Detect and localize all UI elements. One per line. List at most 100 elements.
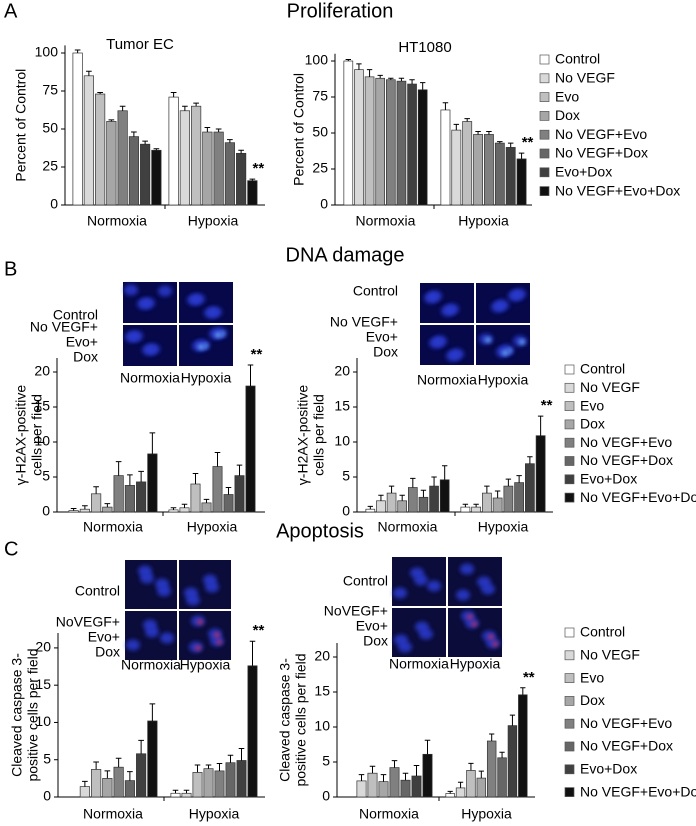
micrograph — [448, 557, 502, 606]
legend-swatch — [539, 92, 550, 102]
error-bar — [388, 485, 395, 494]
error-bar — [424, 739, 431, 755]
legend-label: Control — [555, 51, 600, 67]
y-tick-label: 5 — [322, 753, 330, 769]
bar — [147, 453, 158, 513]
legend-swatch — [539, 186, 550, 196]
stain — [488, 634, 494, 640]
legend-swatch — [564, 474, 575, 485]
y-axis-label: cells per field — [29, 394, 45, 476]
y-tick-label: 20 — [35, 639, 51, 655]
bar — [455, 787, 466, 798]
bar — [168, 96, 179, 206]
nucleus — [415, 621, 429, 633]
error-bar — [192, 473, 199, 484]
error-bar — [462, 503, 469, 508]
error-bar — [249, 640, 256, 666]
y-tick-label: 20 — [334, 363, 350, 379]
nucleus — [477, 576, 491, 588]
bar — [407, 83, 417, 206]
col-label: Hypoxia — [180, 657, 231, 673]
error-bar — [509, 714, 516, 726]
legend-swatch — [539, 73, 550, 84]
stain — [492, 641, 498, 647]
bar — [482, 492, 492, 513]
error-bar — [172, 789, 179, 794]
x-tick-label: Hypoxia — [458, 213, 509, 229]
stain — [519, 339, 525, 345]
bar — [507, 725, 518, 798]
bar — [492, 497, 503, 513]
error-bar — [464, 118, 470, 122]
bar — [124, 485, 135, 513]
panel-title: DNA damage — [286, 244, 405, 266]
bar — [214, 770, 225, 798]
error-bar — [82, 505, 88, 510]
error-bar — [215, 128, 222, 133]
legend-label: No VEGF+Evo+Dox — [580, 489, 696, 505]
legend-swatch — [539, 111, 550, 121]
error-bar — [399, 494, 405, 501]
legend-label: No VEGF+Evo+Dox — [580, 783, 696, 799]
bar — [179, 110, 190, 206]
bar — [236, 152, 247, 206]
stain — [195, 645, 201, 651]
bar — [181, 792, 192, 798]
error-bar — [409, 79, 415, 85]
bar — [367, 772, 378, 798]
bar — [386, 492, 397, 513]
bar — [408, 487, 418, 513]
bar — [91, 769, 102, 798]
bar — [354, 69, 364, 206]
bar — [102, 506, 113, 513]
col-label: Normoxia — [389, 656, 449, 672]
error-bar — [457, 781, 464, 788]
legend-swatch — [564, 718, 575, 729]
stain — [197, 619, 203, 625]
error-bar — [170, 507, 177, 510]
y-tick-label: 5 — [342, 468, 350, 484]
legend-swatch — [564, 787, 575, 797]
stain — [214, 632, 220, 638]
error-bar — [194, 764, 201, 773]
y-tick-label: 25 — [312, 160, 328, 176]
error-bar — [486, 131, 492, 135]
col-label: Normoxia — [417, 372, 477, 388]
legend-label: No VEGF+Evo — [580, 434, 672, 450]
bar — [462, 121, 473, 206]
bar — [494, 142, 505, 206]
bar — [79, 786, 90, 798]
nucleus — [125, 331, 139, 343]
x-tick-label: Normoxia — [83, 519, 143, 535]
bar — [525, 463, 535, 513]
row-label: Control — [53, 307, 98, 323]
error-bar — [358, 774, 365, 781]
error-bar — [181, 503, 188, 508]
y-tick-label: 75 — [42, 82, 58, 98]
error-bar — [366, 69, 373, 77]
row-label: No VEGF+ — [330, 314, 398, 330]
error-bar — [453, 123, 460, 131]
stain — [502, 350, 508, 356]
legend-label: Evo+Dox — [555, 164, 612, 180]
y-tick-label: 25 — [42, 158, 58, 174]
bar — [136, 753, 147, 798]
bar — [356, 780, 367, 798]
error-bar — [93, 486, 99, 494]
bar — [476, 777, 487, 798]
error-bar — [249, 178, 256, 181]
y-axis-label: Percent of Control — [13, 69, 29, 182]
bar — [460, 506, 471, 513]
error-bar — [356, 63, 362, 70]
nucleus — [143, 619, 157, 631]
y-tick-label: 0 — [322, 788, 330, 804]
bar — [151, 149, 162, 206]
x-tick-label: Hypoxia — [188, 213, 239, 229]
y-tick-label: 10 — [334, 433, 350, 449]
error-bar — [149, 432, 156, 454]
y-tick-label: 10 — [314, 718, 330, 734]
row-label: Dox — [373, 344, 398, 360]
row-label: Control — [75, 583, 120, 599]
bar — [473, 134, 483, 206]
error-bar — [82, 780, 88, 787]
